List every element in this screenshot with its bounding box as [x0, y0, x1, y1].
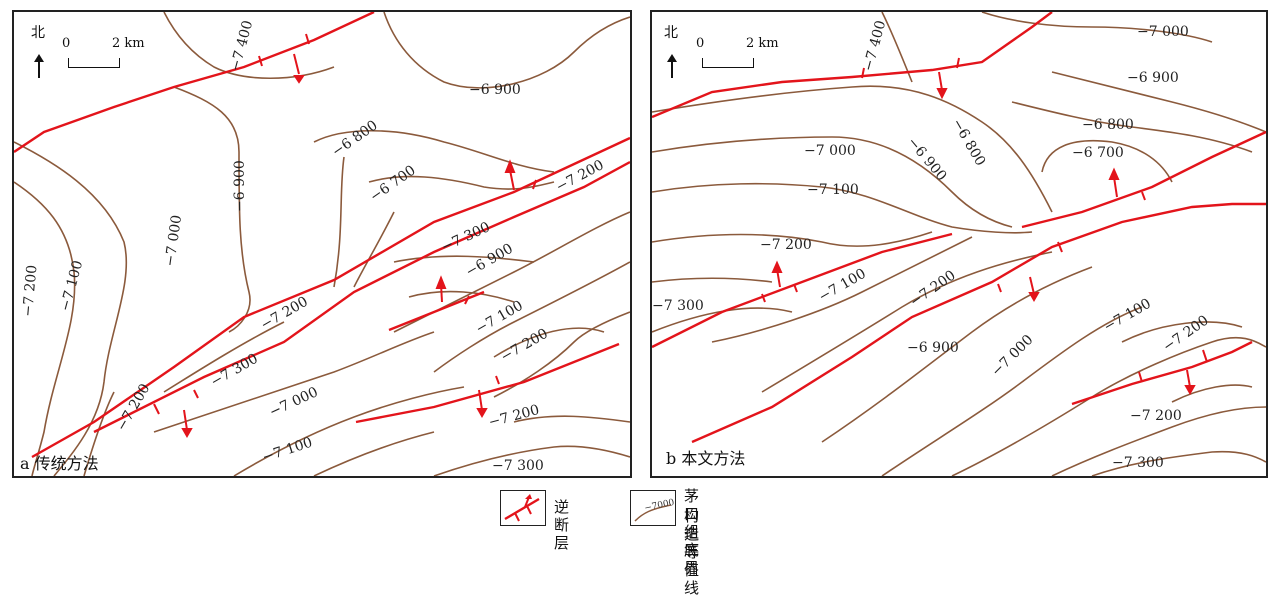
contour-label: −7 100: [807, 182, 859, 198]
contour-label: −7 200: [487, 402, 541, 431]
contour-label: −7 200: [114, 381, 154, 434]
contour-label: −7 000: [989, 332, 1037, 380]
fault-ticks-b: [761, 57, 1208, 396]
map-panel-a: −7 400 −6 900 −6 800 −6 700 −7 200 −6 90…: [12, 10, 632, 478]
contour-label: −7 000: [162, 214, 185, 268]
north-label: 北: [664, 25, 678, 41]
contour-label: −7 200: [907, 267, 959, 310]
contour-label: −6 900: [469, 82, 521, 98]
contour-label: −7 300: [439, 219, 493, 255]
contour-label: −7 100: [57, 259, 86, 313]
legend-contour-swatch: −7000: [630, 490, 676, 526]
contour-label: −6 700: [367, 162, 419, 205]
legend-contour-label-2: 构造等值线: [684, 507, 700, 597]
map-b-canvas: −7 400 −7 000 −6 900 −6 800 −6 900 −6 80…: [652, 12, 1266, 476]
contour-label: −7 200: [498, 326, 551, 366]
contour-label: −7 300: [1112, 455, 1164, 471]
faults-b: [652, 12, 1266, 444]
panel-caption: a 传统方法: [20, 454, 99, 473]
contour-label: −7 100: [473, 298, 526, 338]
contour-labels-b: −7 400 −7 000 −6 900 −6 800 −6 900 −6 80…: [652, 19, 1212, 471]
contour-label: −7 200: [760, 237, 812, 253]
scale-end: 2 km: [746, 36, 779, 51]
contour-line-icon: −7000: [634, 498, 676, 522]
contour-label: −7 000: [804, 143, 856, 159]
scale-end: 2 km: [112, 36, 145, 51]
contour-label: −7 000: [267, 384, 321, 420]
contour-label: −6 700: [1072, 145, 1124, 161]
contour-label: −7 200: [20, 264, 40, 317]
scale-bar: [68, 58, 120, 68]
north-arrow-icon: [34, 54, 44, 78]
fault-ticks-a: [153, 33, 537, 439]
contour-lines-a: [14, 12, 630, 476]
contour-label: −7 400: [860, 19, 889, 73]
faults-a: [14, 12, 630, 459]
contour-label: −7 300: [652, 298, 704, 314]
scale-start: 0: [696, 36, 705, 51]
contour-label: −7 100: [260, 435, 314, 466]
contour-label: −6 800: [949, 116, 989, 169]
north-label: 北: [31, 25, 45, 41]
map-a-canvas: −7 400 −6 900 −6 800 −6 700 −7 200 −6 90…: [14, 12, 630, 476]
contour-label: −6 800: [1082, 117, 1134, 133]
contour-label: −6 900: [1127, 70, 1179, 86]
contour-label: −6 900: [232, 160, 248, 212]
contour-label: −7 300: [492, 458, 544, 474]
scale-bar: [702, 58, 754, 68]
thrust-fault-icon: [504, 494, 540, 522]
map-panel-b: −7 400 −7 000 −6 900 −6 800 −6 900 −6 80…: [650, 10, 1268, 478]
contour-label: −7 000: [1137, 24, 1189, 40]
north-arrow-icon: [667, 54, 677, 78]
legend-fault-swatch: [500, 490, 546, 526]
contour-lines-b: [652, 12, 1266, 476]
legend-fault-label: 逆断层: [554, 498, 570, 552]
contour-label: −7 100: [1101, 296, 1154, 336]
contour-label: −6 800: [329, 117, 381, 160]
scale-start: 0: [62, 36, 71, 51]
contour-label: −7 200: [1130, 408, 1182, 424]
contour-label: −7 100: [816, 266, 869, 306]
panel-caption: b 本文方法: [666, 449, 746, 468]
contour-label: −6 900: [907, 340, 959, 356]
legend-contour-sample: −7000: [644, 498, 675, 514]
contour-label: −7 200: [1160, 312, 1212, 355]
